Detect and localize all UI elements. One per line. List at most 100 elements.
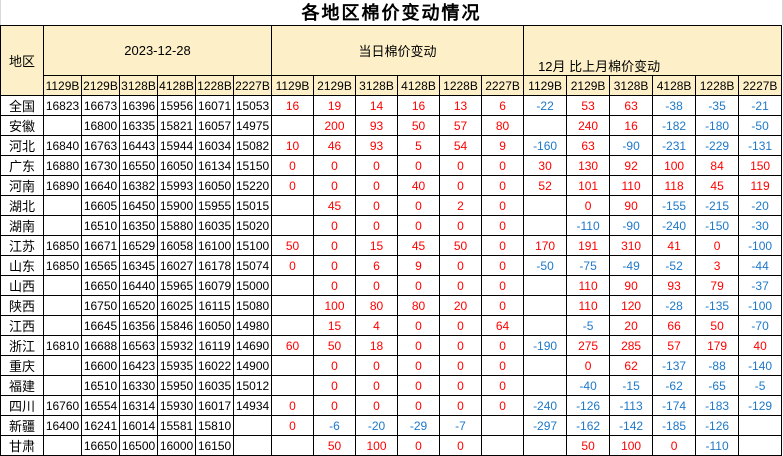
monthly-change-cell: -183 bbox=[695, 395, 740, 416]
daily-change-cell: 57 bbox=[439, 115, 482, 136]
daily-change-cell: 0 bbox=[397, 435, 440, 456]
grade-subheader-row: 1129B 2129B 3128B 4128B 1228B 2227B 1129B 2129B… bbox=[1, 75, 783, 96]
monthly-change-cell: 84 bbox=[695, 155, 740, 176]
monthly-change-cell: 57 bbox=[652, 335, 697, 356]
cotton-price-table: 地区 2023-12-28 当日棉价变动 12月 比上月棉价变动 1129B 21… bbox=[0, 25, 783, 456]
table-row: 河南 16890 16640 16382 15993 16050 15220 0 0 0 40 0 0 5… bbox=[0, 175, 783, 196]
monthly-change-cell bbox=[738, 415, 783, 436]
monthly-change-cell: 90 bbox=[609, 275, 654, 296]
monthly-change-cell: 0 bbox=[566, 355, 611, 376]
price-cell: 15220 bbox=[233, 175, 272, 196]
price-cell bbox=[43, 375, 82, 396]
price-cell: 16335 bbox=[119, 115, 158, 136]
monthly-change-cell: 150 bbox=[738, 155, 783, 176]
price-cell: 16022 bbox=[195, 355, 234, 376]
daily-change-cell: 0 bbox=[439, 315, 482, 336]
daily-change-cell bbox=[271, 275, 314, 296]
daily-change-cell: 0 bbox=[313, 275, 356, 296]
grade-column-header: 1228B bbox=[439, 75, 482, 96]
price-cell: 16345 bbox=[119, 255, 158, 276]
monthly-change-cell: 110 bbox=[566, 295, 611, 316]
monthly-change-cell: 110 bbox=[609, 175, 654, 196]
monthly-change-cell: -35 bbox=[695, 95, 740, 116]
price-cell: 16510 bbox=[81, 375, 120, 396]
price-cell: 16800 bbox=[81, 115, 120, 136]
monthly-change-cell: -38 bbox=[652, 95, 697, 116]
monthly-change-cell: 130 bbox=[566, 155, 611, 176]
price-cell: 16823 bbox=[43, 95, 82, 116]
monthly-change-cell: 275 bbox=[566, 335, 611, 356]
price-cell: 15080 bbox=[233, 295, 272, 316]
daily-change-cell bbox=[271, 215, 314, 236]
region-label: 江苏 bbox=[0, 235, 44, 256]
daily-change-cell: 50 bbox=[271, 235, 314, 256]
daily-change-cell: 0 bbox=[397, 355, 440, 376]
region-label: 浙江 bbox=[0, 335, 44, 356]
monthly-change-cell: 119 bbox=[738, 175, 783, 196]
monthly-change-cell: 50 bbox=[566, 435, 611, 456]
monthly-change-cell: 62 bbox=[609, 355, 654, 376]
daily-change-cell bbox=[271, 375, 314, 396]
monthly-change-cell: -37 bbox=[738, 275, 783, 296]
monthly-change-cell: -100 bbox=[738, 235, 783, 256]
monthly-change-cell: -75 bbox=[566, 255, 611, 276]
daily-change-cell: 0 bbox=[480, 395, 525, 416]
grade-column-header: 1228B bbox=[695, 75, 740, 96]
daily-change-cell: 0 bbox=[313, 375, 356, 396]
daily-change-cell: 0 bbox=[397, 155, 440, 176]
price-cell: 16356 bbox=[119, 315, 158, 336]
price-cell: 15930 bbox=[157, 395, 196, 416]
daily-change-cell bbox=[271, 195, 314, 216]
monthly-change-cell: 63 bbox=[609, 95, 654, 116]
monthly-change-cell: -142 bbox=[609, 415, 654, 436]
daily-change-cell: 200 bbox=[313, 115, 356, 136]
price-cell: 16057 bbox=[195, 115, 234, 136]
monthly-change-cell: 100 bbox=[609, 435, 654, 456]
daily-change-cell: 46 bbox=[313, 135, 356, 156]
price-cell: 16550 bbox=[119, 155, 158, 176]
daily-change-cell: 80 bbox=[355, 295, 398, 316]
daily-change-cell: 100 bbox=[313, 295, 356, 316]
daily-change-cell: 0 bbox=[397, 395, 440, 416]
daily-change-cell: 15 bbox=[355, 235, 398, 256]
monthly-change-cell: -215 bbox=[695, 195, 740, 216]
table-row: 安徽 16800 16335 15821 16057 14975 200 93 50 57 80 24… bbox=[0, 115, 783, 136]
price-cell: 16640 bbox=[81, 175, 120, 196]
monthly-change-cell: -126 bbox=[695, 415, 740, 436]
daily-change-cell: 0 bbox=[480, 375, 525, 396]
grade-column-header: 1129B bbox=[43, 75, 82, 96]
monthly-change-cell: -126 bbox=[566, 395, 611, 416]
region-label: 全国 bbox=[0, 95, 44, 116]
price-cell: 15932 bbox=[157, 335, 196, 356]
monthly-change-cell: 310 bbox=[609, 235, 654, 256]
price-cell: 16027 bbox=[157, 255, 196, 276]
monthly-change-cell: -110 bbox=[566, 215, 611, 236]
daily-change-cell: 0 bbox=[439, 275, 482, 296]
monthly-change-cell: -155 bbox=[652, 195, 697, 216]
table-row: 湖南 16510 16350 15880 16035 15020 0 0 0 0 0 -110 -90-… bbox=[0, 215, 783, 236]
price-cell: 16050 bbox=[195, 175, 234, 196]
daily-change-cell: 0 bbox=[480, 255, 525, 276]
price-cell bbox=[43, 275, 82, 296]
daily-change-cell: 93 bbox=[355, 115, 398, 136]
daily-change-cell: 100 bbox=[355, 435, 398, 456]
monthly-change-cell bbox=[523, 115, 568, 136]
price-cell: 14975 bbox=[233, 115, 272, 136]
daily-change-cell: 0 bbox=[480, 215, 525, 236]
price-cell bbox=[43, 195, 82, 216]
grade-column-header: 2227B bbox=[233, 75, 272, 96]
daily-change-cell: 0 bbox=[439, 335, 482, 356]
daily-change-cell: 18 bbox=[355, 335, 398, 356]
region-label: 湖北 bbox=[0, 195, 44, 216]
monthly-change-cell bbox=[523, 435, 568, 456]
price-cell bbox=[43, 435, 82, 456]
daily-change-cell: 0 bbox=[480, 295, 525, 316]
daily-change-cell bbox=[271, 435, 314, 456]
daily-change-cell: 54 bbox=[439, 135, 482, 156]
price-cell bbox=[43, 355, 82, 376]
daily-change-cell: 0 bbox=[271, 395, 314, 416]
monthly-change-cell: 191 bbox=[566, 235, 611, 256]
daily-change-cell: 0 bbox=[355, 215, 398, 236]
daily-change-cell: 0 bbox=[439, 155, 482, 176]
grade-column-header: 1129B bbox=[271, 75, 314, 96]
